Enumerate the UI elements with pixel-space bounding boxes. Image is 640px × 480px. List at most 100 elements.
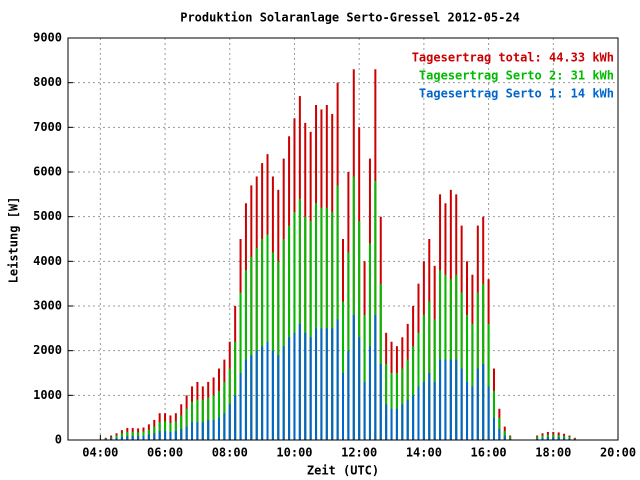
bar <box>110 438 113 440</box>
bar <box>325 328 328 440</box>
bar <box>261 346 264 440</box>
bar <box>379 283 382 440</box>
bar <box>282 239 285 440</box>
plot-frame <box>67 37 619 441</box>
bar <box>282 346 285 440</box>
bar <box>142 435 145 440</box>
bar <box>498 428 501 440</box>
bar <box>466 381 469 440</box>
x-tick-label: 12:00 <box>341 446 377 460</box>
bar <box>379 364 382 440</box>
x-tick-label: 08:00 <box>212 446 248 460</box>
bar <box>358 337 361 440</box>
bar <box>552 437 555 440</box>
bar <box>180 415 183 440</box>
bar <box>239 292 242 440</box>
bar <box>428 373 431 440</box>
bar <box>315 328 318 440</box>
bar <box>433 381 436 440</box>
y-tick-label: 1000 <box>33 388 62 402</box>
y-tick-label: 8000 <box>33 75 62 89</box>
bar <box>347 350 350 440</box>
bar <box>288 337 291 440</box>
bar <box>185 408 188 440</box>
bar <box>568 436 571 440</box>
bar <box>476 292 479 440</box>
bar <box>147 434 150 440</box>
bar <box>422 314 425 440</box>
x-axis-label: Zeit (UTC) <box>307 464 379 478</box>
bar <box>536 436 539 440</box>
bar <box>444 359 447 440</box>
bar <box>476 368 479 440</box>
bar <box>412 395 415 440</box>
bar <box>412 346 415 440</box>
bar <box>212 395 215 440</box>
bar <box>482 283 485 440</box>
bar <box>395 408 398 440</box>
bar <box>439 359 442 440</box>
bar <box>298 198 301 440</box>
y-tick-label: 2000 <box>33 343 62 357</box>
bar <box>255 247 258 440</box>
bar <box>217 390 220 440</box>
bar <box>131 435 134 440</box>
bar <box>223 381 226 440</box>
bar <box>395 373 398 440</box>
x-tick-label: 10:00 <box>276 446 312 460</box>
bar <box>471 386 474 440</box>
bar <box>196 399 199 440</box>
bar <box>401 404 404 440</box>
bar <box>358 221 361 440</box>
bar <box>126 431 129 440</box>
bar <box>234 341 237 440</box>
bar <box>390 408 393 440</box>
bar <box>541 437 544 440</box>
bar <box>120 436 123 440</box>
bar <box>288 225 291 440</box>
bar <box>250 256 253 440</box>
bar <box>169 423 172 440</box>
y-axis-label: Leistung [W] <box>7 197 21 284</box>
bar <box>546 437 549 440</box>
bar <box>390 373 393 440</box>
legend-entry: Tagesertrag Serto 2: 31 kWh <box>419 69 614 83</box>
bar <box>487 386 490 440</box>
bar <box>244 270 247 440</box>
x-tick-label: 16:00 <box>471 446 507 460</box>
bar <box>174 421 177 440</box>
bar <box>277 261 280 440</box>
bar <box>428 301 431 440</box>
y-tick-label: 4000 <box>33 254 62 268</box>
bar <box>352 314 355 440</box>
bar <box>228 404 231 440</box>
y-tick-label: 0 <box>55 433 62 447</box>
bar <box>336 319 339 440</box>
bar <box>293 212 296 440</box>
bar <box>563 437 566 440</box>
legend-entry: Tagesertrag total: 44.33 kWh <box>412 51 614 65</box>
x-tick-label: 04:00 <box>82 446 118 460</box>
y-tick-label: 3000 <box>33 299 62 313</box>
bar <box>417 386 420 440</box>
bar <box>217 417 220 440</box>
bar <box>164 431 167 440</box>
legend-entry: Tagesertrag Serto 1: 14 kWh <box>419 87 614 101</box>
bar <box>120 433 123 440</box>
bar <box>368 346 371 440</box>
bar <box>320 328 323 440</box>
y-tick-label: 9000 <box>33 31 62 45</box>
bar <box>363 314 366 440</box>
bar <box>492 417 495 440</box>
chart-title: Produktion Solaranlage Serto-Gressel 201… <box>180 11 520 25</box>
bar <box>261 239 264 440</box>
bar <box>320 207 323 440</box>
bar <box>466 314 469 440</box>
bar <box>315 203 318 440</box>
bar <box>201 422 204 440</box>
bar <box>482 364 485 440</box>
bar <box>131 431 134 440</box>
bar <box>250 355 253 440</box>
bar <box>460 368 463 440</box>
